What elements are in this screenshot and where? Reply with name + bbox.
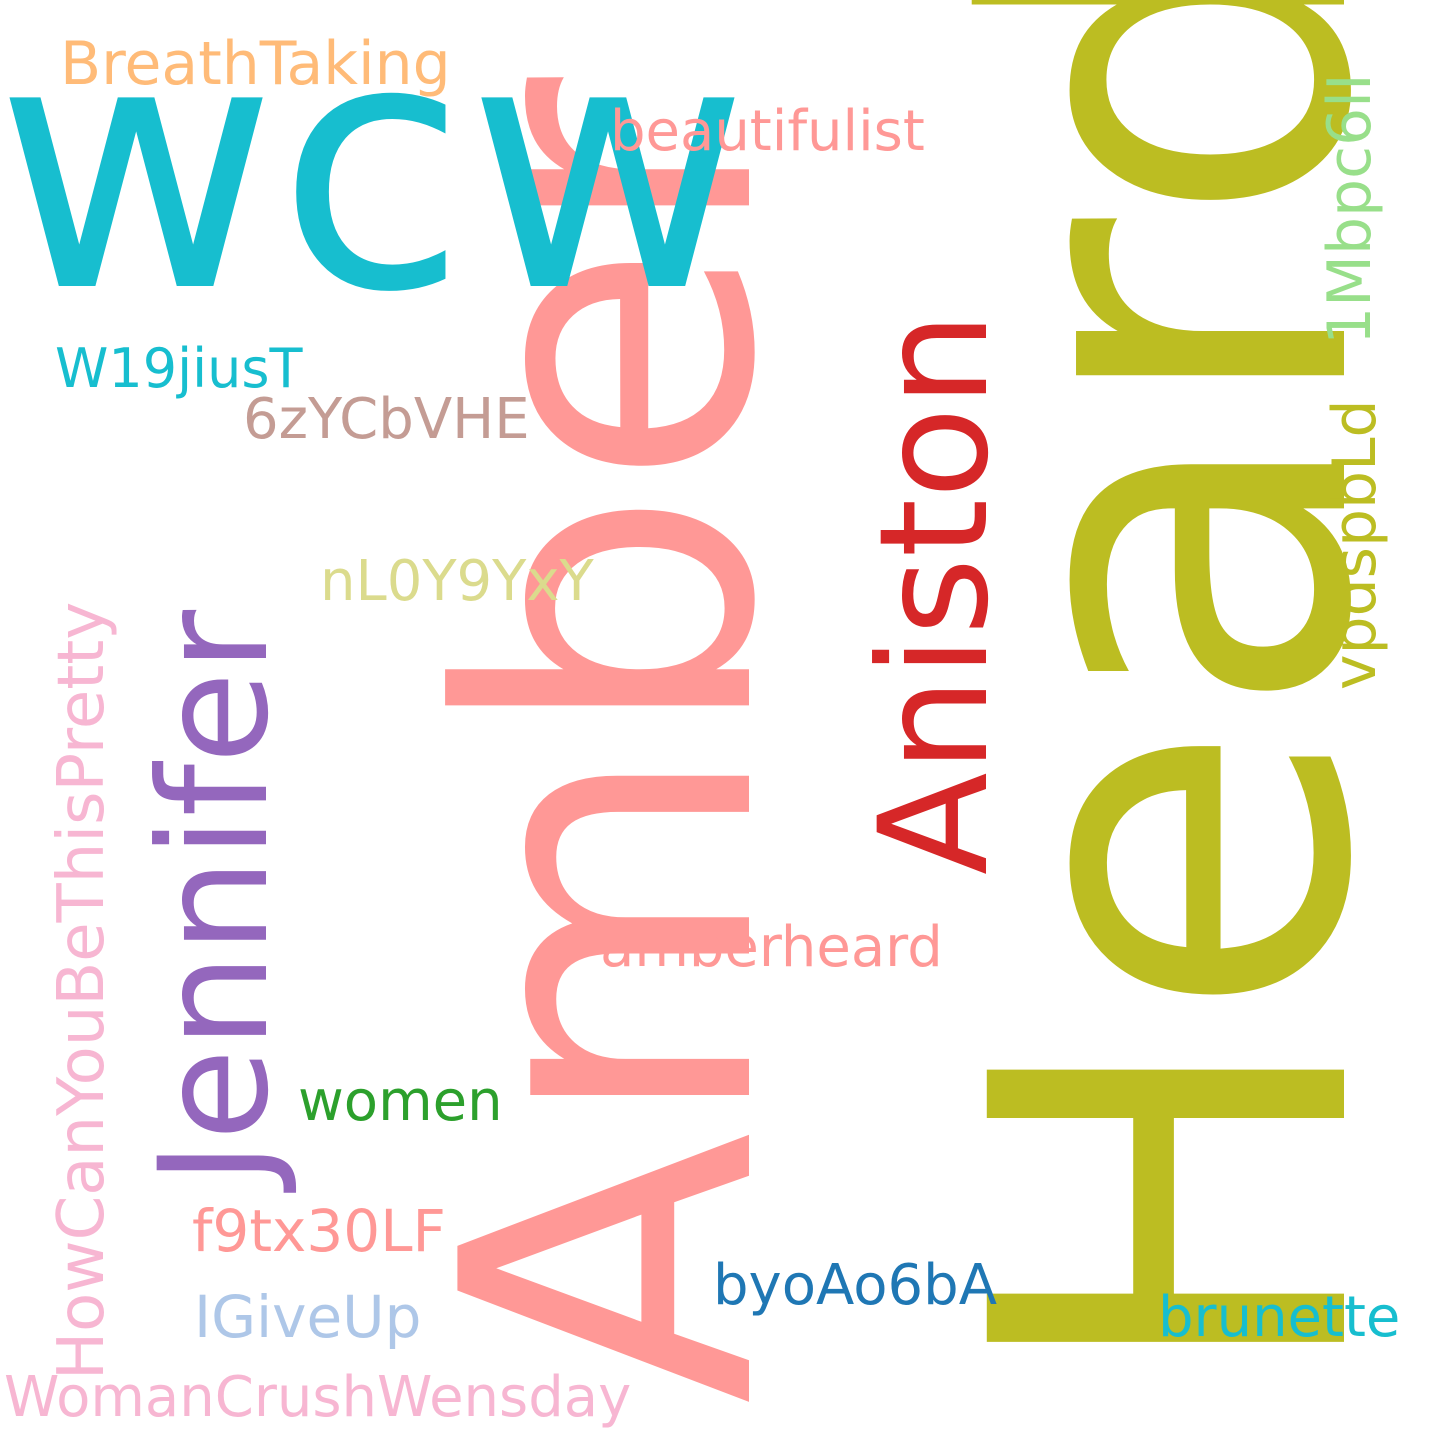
word-byoao6ba: byoAo6bA xyxy=(713,1253,998,1318)
word-aniston: Aniston xyxy=(848,311,1022,875)
word-howcanyoubethispretty: HowCanYouBeThisPretty xyxy=(45,601,119,1380)
word-1mbpc6li: 1Mbpc6lI xyxy=(1315,73,1385,345)
word-wcw: wcw xyxy=(0,0,750,368)
word-f9tx30lf: f9tx30LF xyxy=(192,1197,446,1265)
word-women: women xyxy=(298,1069,503,1134)
word-nl0y9yxy: nL0Y9YxY xyxy=(320,549,594,614)
word-breathtaking: BreathTaking xyxy=(60,29,451,99)
word-w19jiust: W19jiusT xyxy=(55,337,303,400)
word-amberheard: amberheard xyxy=(600,915,943,980)
word-6zycbvhe: 6zYCbVHE xyxy=(243,387,530,452)
word-beautifulist: beautifulist xyxy=(610,99,925,164)
word-vpdspbld: vpdspbLd xyxy=(1320,399,1390,690)
word-womancrushwensday: WomanCrushWensday xyxy=(4,1365,632,1430)
word-igiveup: IGiveUp xyxy=(194,1283,422,1351)
word-brunette: brunette xyxy=(1158,1285,1401,1350)
word-jennifer: Jennifer xyxy=(128,609,302,1185)
